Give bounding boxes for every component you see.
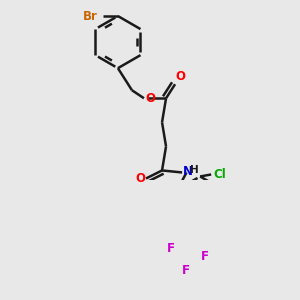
Text: Br: Br: [83, 10, 98, 22]
Text: O: O: [176, 70, 186, 83]
Text: F: F: [201, 250, 209, 263]
Text: H: H: [190, 165, 199, 175]
Text: F: F: [182, 264, 190, 277]
Text: N: N: [183, 165, 193, 178]
Text: O: O: [145, 92, 155, 105]
Text: O: O: [135, 172, 145, 185]
Text: Cl: Cl: [213, 168, 226, 181]
Text: F: F: [167, 242, 175, 255]
